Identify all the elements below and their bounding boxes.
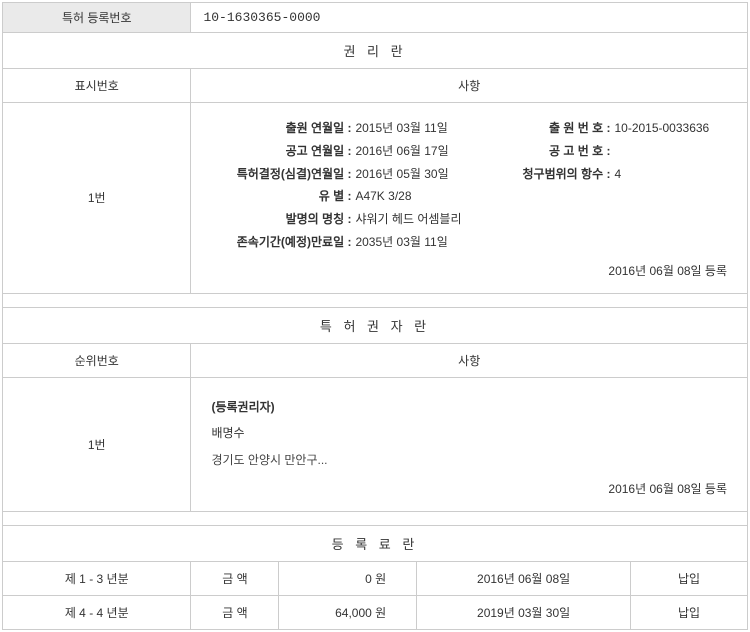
holder-section-title: 특 허 권 자 란 [3,307,748,343]
fee-status: 납입 [631,595,748,629]
rights-header-row: 표시번호 사항 [3,69,748,103]
reg-number-label: 특허 등록번호 [3,3,191,33]
expiry-label: 존속기간(예정)만료일 : [211,231,351,254]
rights-detail: 출원 연월일 :2015년 03월 11일 공고 연월일 :2016년 06월 … [191,103,748,294]
holder-header-row: 순위번호 사항 [3,343,748,377]
decision-date-value: 2016년 05월 30일 [355,163,448,186]
fee-date: 2019년 03월 30일 [417,595,631,629]
holder-name: 배명수 [211,422,727,445]
holder-section-title-row: 특 허 권 자 란 [3,307,748,343]
fee-amount: 64,000 원 [279,595,417,629]
holder-reg-date: 2016년 06월 08일 등록 [211,478,727,501]
holder-address: 경기도 안양시 만안구... [211,449,727,472]
gap-2 [3,511,748,525]
fee-amt-label: 금 액 [191,595,279,629]
holder-title-label: (등록권리자) [211,396,727,419]
rights-section-title-row: 권 리 란 [3,33,748,69]
fee-row-0: 제 1 - 3 년분 금 액 0 원 2016년 06월 08일 납입 [3,561,748,595]
app-no-value: 10-2015-0033636 [614,117,709,140]
decision-date-label: 특허결정(심결)연월일 : [211,163,351,186]
holder-entry-row: 1번 (등록권리자) 배명수 경기도 안양시 만안구... 2016년 06월 … [3,377,748,511]
fee-row-1: 제 4 - 4 년분 금 액 64,000 원 2019년 03월 30일 납입 [3,595,748,629]
pub-date-label: 공고 연월일 : [211,140,351,163]
fee-amount: 0 원 [279,561,417,595]
pub-date-value: 2016년 06월 17일 [355,140,448,163]
class-label: 유 별 : [211,185,351,208]
fee-status: 납입 [631,561,748,595]
invention-title-label: 발명의 명칭 : [211,208,351,231]
rights-entry-row: 1번 출원 연월일 :2015년 03월 11일 공고 연월일 :2016년 0… [3,103,748,294]
fee-period: 제 4 - 4 년분 [3,595,191,629]
rights-reg-date: 2016년 06월 08일 등록 [211,260,727,283]
fee-amt-label: 금 액 [191,561,279,595]
app-no-label: 출 원 번 호 : [510,117,610,140]
app-date-value: 2015년 03월 11일 [355,117,447,140]
reg-number-value: 10-1630365-0000 [191,3,748,33]
reg-number-row: 특허 등록번호 10-1630365-0000 [3,3,748,33]
app-date-label: 출원 연월일 : [211,117,351,140]
rights-index-header: 표시번호 [3,69,191,103]
claims-label: 청구범위의 항수 : [510,163,610,186]
invention-title-value: 샤워기 헤드 어셈블리 [355,208,461,231]
fee-period: 제 1 - 3 년분 [3,561,191,595]
gap-1 [3,293,748,307]
fees-section-title: 등 록 료 란 [3,525,748,561]
expiry-value: 2035년 03월 11일 [355,231,447,254]
patent-register-table: 특허 등록번호 10-1630365-0000 권 리 란 표시번호 사항 1번… [2,2,748,630]
holder-detail-header: 사항 [191,343,748,377]
rights-section-title: 권 리 란 [3,33,748,69]
fees-section-title-row: 등 록 료 란 [3,525,748,561]
holder-index-header: 순위번호 [3,343,191,377]
rights-detail-header: 사항 [191,69,748,103]
holder-index: 1번 [3,377,191,511]
claims-value: 4 [614,163,621,186]
fee-date: 2016년 06월 08일 [417,561,631,595]
holder-detail: (등록권리자) 배명수 경기도 안양시 만안구... 2016년 06월 08일… [191,377,748,511]
rights-index: 1번 [3,103,191,294]
pub-no-label: 공 고 번 호 : [510,140,610,163]
class-value: A47K 3/28 [355,185,411,208]
